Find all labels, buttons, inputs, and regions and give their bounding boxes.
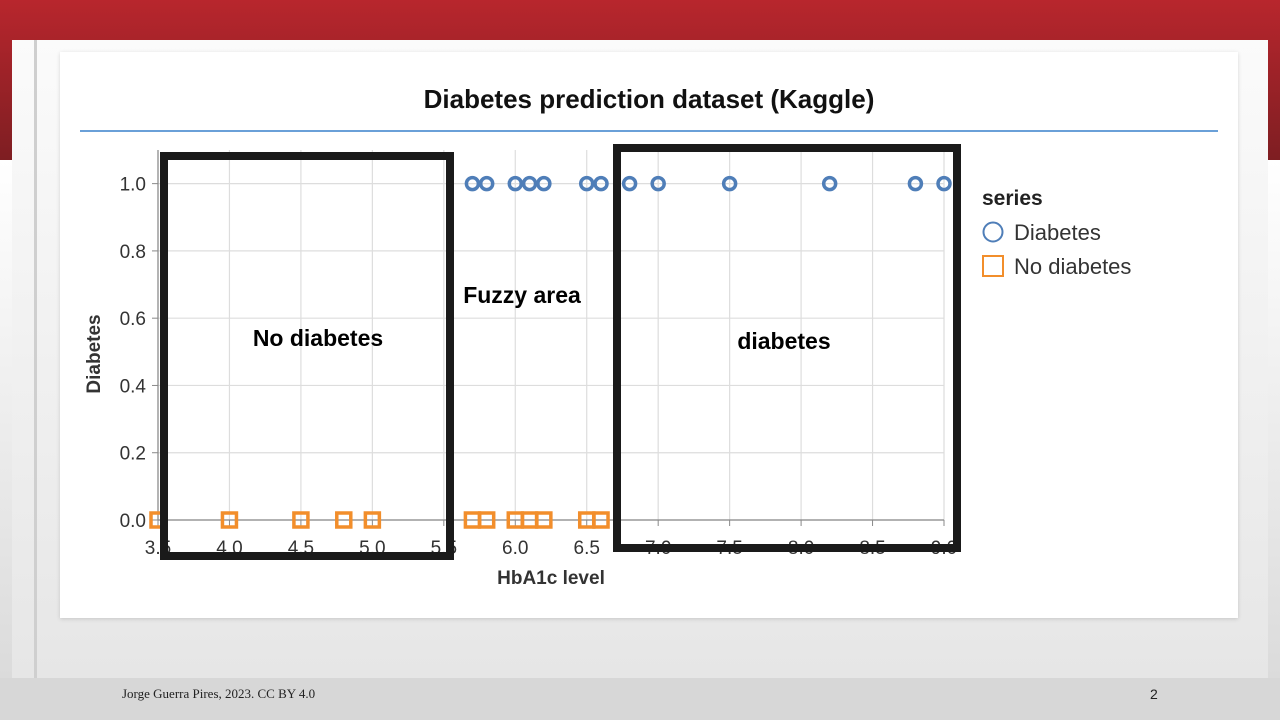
x-axis-label: HbA1c level [497, 568, 605, 589]
legend-circle-icon [982, 221, 1004, 243]
diabetes-point [507, 175, 524, 192]
no-diabetes-point [477, 511, 496, 529]
y-tick-label: 0.2 [120, 444, 146, 465]
diabetes-point [721, 175, 738, 192]
y-axis-label: Diabetes [84, 314, 105, 393]
x-tick-label: 6.0 [502, 538, 528, 559]
y-tick-label: 0.4 [120, 376, 147, 397]
y-tick-label: 0.0 [120, 511, 146, 532]
legend-entry-label: No diabetes [1014, 254, 1131, 279]
diabetes-point [821, 175, 838, 192]
diabetes-point [464, 175, 481, 192]
no-diabetes-point [535, 511, 553, 529]
diabetes-point [650, 175, 666, 192]
annotation-overlays: No diabetes Fuzzy area diabetes [160, 144, 961, 560]
y-tick-label: 0.6 [120, 309, 146, 330]
diabetes-region-box [613, 144, 961, 552]
no-diabetes-point [592, 511, 610, 529]
diabetes-point [578, 175, 595, 192]
diabetes-point [478, 175, 495, 192]
fuzzy-area-annotation: Fuzzy area [463, 282, 581, 308]
no-diabetes-annotation: No diabetes [253, 325, 383, 351]
legend-square-icon [982, 255, 1004, 277]
x-tick-label: 6.5 [574, 538, 600, 559]
data-points [149, 175, 952, 529]
footer-bar [0, 678, 1280, 720]
chart-title: Diabetes prediction dataset (Kaggle) [423, 84, 875, 114]
legend-entry-label: Diabetes [1014, 220, 1101, 245]
slide-edge-line [34, 40, 37, 680]
diabetes-point [593, 175, 609, 192]
diabetes-point [907, 175, 924, 192]
footer-credit: Jorge Guerra Pires, 2023. CC BY 4.0 [122, 686, 316, 701]
page-number: 2 [1150, 686, 1158, 702]
no-diabetes-point [220, 511, 239, 529]
title-divider [80, 130, 1218, 132]
y-tick-label: 0.8 [120, 242, 146, 263]
diabetes-point [621, 175, 638, 192]
diabetes-point [936, 175, 952, 192]
no-diabetes-point [292, 511, 310, 529]
diabetes-point [521, 175, 538, 192]
legend: series Diabetes No diabetes [982, 187, 1216, 285]
no-diabetes-point [363, 511, 382, 529]
diabetes-point [536, 175, 552, 192]
no-diabetes-point [335, 511, 353, 529]
legend-title: series [982, 187, 1043, 210]
y-tick-label: 1.0 [120, 175, 146, 196]
no-diabetes-region-box [160, 152, 454, 560]
legend-clip [1136, 215, 1216, 285]
diabetes-annotation: diabetes [737, 328, 830, 354]
